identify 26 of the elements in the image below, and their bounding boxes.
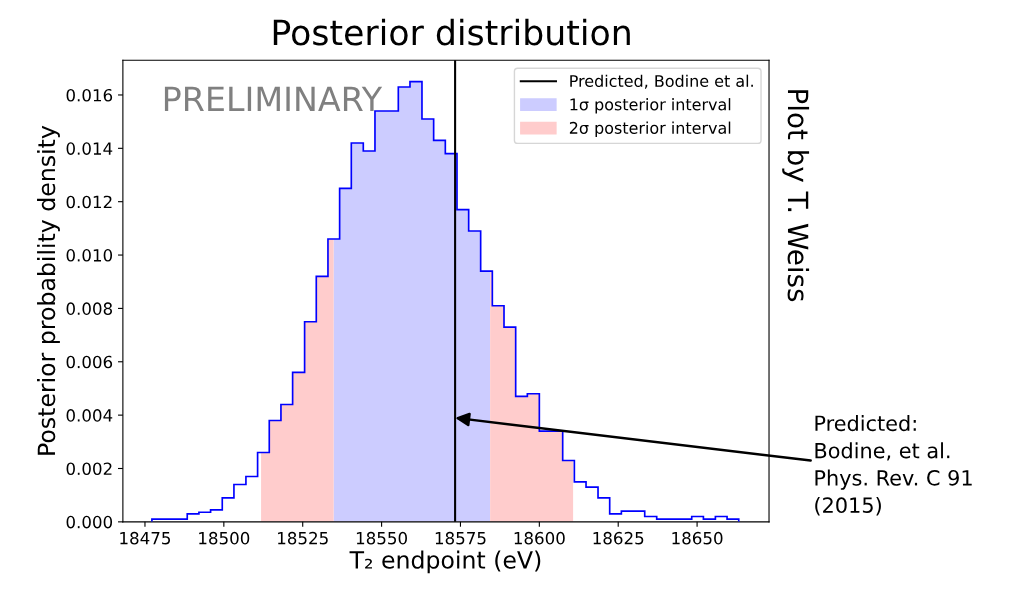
y-tick-label: 0.010 xyxy=(66,249,113,262)
y-tick-label: 0.012 xyxy=(66,195,112,209)
x-tick-label: 18500 xyxy=(199,531,250,545)
y-tick-label: 0.016 xyxy=(66,88,113,102)
y-tick-label: 0.004 xyxy=(66,409,113,422)
y-tick-label: 0.014 xyxy=(66,142,113,155)
annotation: PRELIMINARY xyxy=(164,86,383,112)
x-tick-label: 18625 xyxy=(593,531,644,545)
text: Plot by T. Weiss xyxy=(782,90,810,302)
legend-label: 2σ posterior interval xyxy=(569,121,731,137)
chart-title: Posterior distribution xyxy=(273,18,630,46)
y-tick-label: 0.006 xyxy=(66,355,113,369)
x-tick-label: 18550 xyxy=(356,531,407,545)
x-tick-label: 18650 xyxy=(672,531,723,545)
y-axis-title: Posterior probability density xyxy=(37,125,60,455)
y-tick-label: 0.000 xyxy=(66,515,113,529)
y-tick-label: 0.008 xyxy=(66,302,113,315)
x-axis-title: T₂ endpoint (eV) xyxy=(349,550,541,574)
y-tick-label: 0.002 xyxy=(66,462,112,476)
x-tick-label: 18600 xyxy=(514,531,565,545)
x-tick-label: 18525 xyxy=(278,531,328,545)
legend-label: 1σ posterior interval xyxy=(570,98,731,114)
legend-label: Predicted, Bodine et al. xyxy=(570,74,753,89)
x-tick-label: 18575 xyxy=(435,531,486,545)
x-tick-label: 18475 xyxy=(120,531,171,545)
annotation: Predicted: Bodine, et al. Phys. Rev. C 91 (2015) xyxy=(815,415,972,516)
